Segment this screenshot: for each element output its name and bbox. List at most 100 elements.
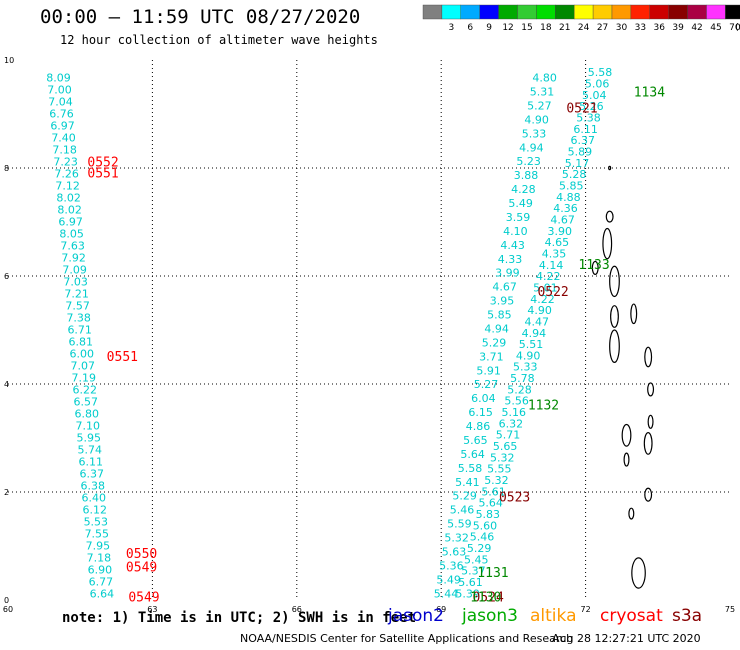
wave-height-label: 5.32: [490, 451, 515, 464]
wave-height-label: 5.61: [458, 576, 483, 589]
legend-swatch: [592, 4, 613, 20]
legend-tick-label: 36: [654, 23, 666, 33]
wave-height-label: 4.43: [500, 239, 525, 252]
x-tick-label: 63: [147, 605, 157, 614]
legend-swatch: [668, 4, 688, 20]
wave-height-label: 7.95: [86, 539, 111, 552]
x-tick-label: 75: [725, 605, 735, 614]
legend-swatch: [422, 4, 443, 20]
wave-height-label: 4.35: [542, 247, 567, 260]
island-outline: [621, 423, 632, 447]
legend-tick-label: 39: [672, 23, 684, 33]
wave-height-label: 5.64: [478, 497, 503, 510]
wave-height-label: 5.58: [588, 66, 613, 79]
wave-height-label: 6.76: [49, 108, 74, 121]
wave-height-label: 4.88: [556, 191, 581, 204]
legend-tick-label: 9: [486, 23, 492, 33]
wave-height-label: 4.65: [545, 236, 570, 249]
wave-height-label: 6.11: [573, 123, 598, 136]
island-outline: [630, 303, 638, 325]
legend-swatch: [517, 4, 537, 20]
wave-height-label: 6.90: [88, 563, 113, 576]
legend-swatch: [687, 4, 707, 20]
island-outline: [628, 507, 635, 520]
wave-height-label: 5.28: [562, 168, 587, 181]
x-tick-label: 69: [436, 605, 446, 614]
pass-time-label: 1131: [477, 566, 508, 581]
wave-height-label: 7.38: [66, 311, 91, 324]
island-outline: [644, 346, 653, 368]
legend-tick-label: 33: [635, 23, 646, 33]
wave-height-label: 5.53: [84, 515, 109, 528]
island-outline: [647, 414, 654, 429]
wave-height-label: 7.10: [76, 419, 101, 432]
wave-height-label: 5.59: [447, 518, 472, 531]
wave-height-label: 6.15: [468, 406, 493, 419]
wave-height-label: 5.31: [530, 86, 555, 99]
wave-height-label: 8.02: [56, 192, 81, 205]
wave-height-label: 4.94: [522, 327, 547, 340]
wave-height-label: 7.18: [87, 551, 112, 564]
wave-height-label: 6.22: [72, 383, 97, 396]
pass-time-label: 0551: [87, 166, 118, 181]
wave-height-label: 4.94: [519, 141, 544, 154]
pass-time-label: 0524: [472, 590, 503, 605]
wave-height-label: 4.22: [530, 293, 555, 306]
satellite-s3a-label: s3a: [672, 606, 703, 626]
wave-height-label: 5.41: [455, 476, 480, 489]
wave-height-label: 6.37: [571, 134, 596, 147]
legend-tick-label: 30: [616, 23, 628, 33]
x-tick-label: 66: [292, 605, 302, 614]
wave-height-label: 5.27: [527, 99, 552, 112]
y-tick-label: 0: [4, 596, 9, 605]
satellite-cryosat-label: cryosat: [600, 606, 663, 626]
wave-height-label: 4.47: [524, 315, 549, 328]
island-outline: [591, 260, 599, 275]
legend-swatch: [441, 4, 461, 20]
wave-height-label: 5.44: [434, 587, 459, 600]
wave-height-label: 5.60: [473, 519, 498, 532]
legend-swatch: [479, 4, 499, 20]
legend-swatch: [725, 4, 740, 20]
y-tick-label: 8: [4, 164, 9, 173]
chart-title: 00:00 – 11:59 UTC 08/27/2020: [40, 6, 361, 28]
wave-height-label: 5.37: [461, 565, 486, 578]
wave-height-label: 5.28: [507, 383, 532, 396]
wave-height-label: 5.33: [522, 127, 547, 140]
satellite-altika-label: altika: [530, 606, 577, 626]
wave-height-label: 6.11: [79, 455, 104, 468]
wave-height-label: 5.38: [576, 112, 601, 125]
wave-height-label: 7.07: [70, 359, 95, 372]
wave-height-label: 6.37: [80, 467, 105, 480]
credit-text: NOAA/NESDIS Center for Satellite Applica…: [240, 632, 574, 645]
wave-height-label: 5.29: [467, 542, 492, 555]
wave-height-label: 7.40: [51, 132, 76, 145]
pass-time-label: 0549: [126, 561, 157, 576]
legend-swatch: [649, 4, 669, 20]
wave-height-label: 7.00: [47, 84, 72, 97]
wave-height-label: 5.26: [579, 100, 604, 113]
wave-height-label: 5.74: [78, 443, 103, 456]
pass-time-label: 1132: [528, 399, 559, 414]
wave-height-label: 4.10: [503, 225, 528, 238]
wave-height-label: 6.80: [74, 407, 99, 420]
wave-height-label: 5.36: [439, 559, 464, 572]
wave-height-label: 6.38: [81, 479, 106, 492]
wave-height-label: 5.89: [568, 145, 593, 158]
y-tick-label: 6: [4, 272, 9, 281]
wave-height-label: 7.04: [48, 96, 73, 109]
wave-height-label: 3.99: [495, 267, 520, 280]
wave-height-label: 6.57: [73, 395, 98, 408]
satellite-jason3-label: jason3: [462, 606, 518, 626]
island-outline: [602, 227, 613, 260]
island-outline: [609, 329, 620, 364]
pass-time-label: 1133: [578, 258, 609, 273]
legend-tick-label: 15: [521, 23, 532, 33]
wave-height-label: 8.09: [46, 72, 71, 85]
wave-height-label: 5.39: [455, 587, 480, 600]
wave-height-label: 5.49: [436, 573, 461, 586]
legend-swatch: [555, 4, 575, 20]
wave-height-label: 5.29: [452, 490, 477, 503]
wave-height-label: 5.91: [476, 364, 501, 377]
